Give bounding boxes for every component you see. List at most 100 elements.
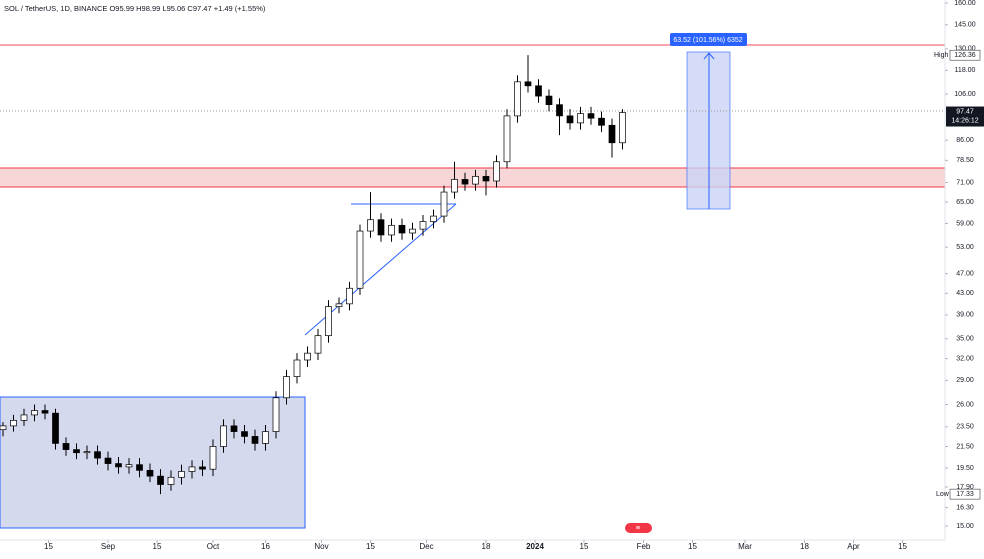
candle-body (535, 85, 542, 97)
candle-body (251, 436, 259, 444)
candle-body (41, 410, 49, 414)
measure-arrowhead (703, 52, 715, 60)
candle-body (304, 352, 311, 361)
y-tick-label: 106.00 (954, 91, 976, 98)
candle-body (524, 81, 532, 87)
candle-body (608, 124, 616, 144)
candle-body (0, 425, 7, 431)
y-tick-label: 43.00 (956, 290, 974, 297)
candle-body (167, 476, 175, 485)
x-tick-label: Mar (738, 542, 752, 551)
candle-body (325, 306, 332, 337)
candle-body (514, 81, 521, 117)
high-value: 126.36 (954, 52, 976, 59)
candle-body (62, 443, 70, 450)
candle-body (440, 191, 448, 217)
candle-body (335, 303, 343, 307)
x-tick-label: Nov (314, 542, 328, 551)
y-tick-label: 86.00 (956, 137, 974, 144)
candle-body (461, 179, 469, 185)
candle-body (314, 335, 322, 354)
y-tick-label: 26.00 (956, 401, 974, 408)
logo: ≋ (625, 523, 652, 533)
candle-body (503, 115, 511, 163)
x-tick-label: 15 (688, 542, 697, 551)
candle-body (115, 463, 122, 468)
candle-body (293, 359, 301, 377)
x-tick-label: 15 (366, 542, 375, 551)
candle-body (356, 230, 364, 289)
current-price: 97.47 (956, 108, 974, 115)
y-tick-label: 118.00 (955, 67, 976, 74)
y-tick-label: 17.90 (956, 484, 974, 491)
accumulation-box (0, 396, 306, 529)
candle-body (283, 376, 290, 399)
x-tick-label: 18 (800, 542, 809, 551)
y-tick-label: 65.00 (956, 199, 974, 206)
current-price-box (946, 106, 984, 127)
candle-body (262, 431, 269, 444)
candle-body (472, 176, 479, 185)
candle-body (451, 179, 458, 193)
y-tick-label: 15.00 (956, 523, 974, 530)
svg-text:≋: ≋ (635, 526, 640, 532)
measure-label: 63.52 (101.56%) 6352 (673, 37, 742, 44)
candle-body (73, 449, 80, 454)
high-box (949, 49, 981, 61)
y-tick-label: 29.00 (956, 377, 974, 384)
y-tick-label: 16.30 (956, 504, 974, 511)
x-tick-label: 18 (482, 542, 491, 551)
x-tick-label: Oct (207, 542, 220, 551)
y-tick-label: 78.50 (956, 157, 974, 164)
y-tick-label: 21.50 (956, 443, 974, 450)
y-tick-label: 32.00 (956, 355, 974, 362)
candle-body (409, 228, 416, 234)
candle-body (367, 219, 374, 232)
candle-body (230, 425, 238, 432)
candle-body (83, 451, 91, 454)
y-tick-label: 23.50 (956, 424, 974, 431)
x-tick-label: Apr (847, 542, 860, 551)
countdown: 14:26:12 (951, 117, 978, 124)
candle-body (125, 464, 133, 468)
candle-body (577, 113, 584, 124)
y-tick-label: 19.50 (956, 465, 974, 472)
x-tick-label: 15 (44, 542, 53, 551)
candle-body (430, 215, 437, 222)
candle-body (587, 113, 595, 119)
candle-body (146, 469, 154, 477)
y-tick-label: 39.00 (956, 312, 974, 319)
low-value: 17.33 (956, 491, 974, 498)
candle-body (178, 471, 185, 478)
candle-body (104, 457, 112, 464)
low-label: Low (936, 491, 950, 498)
x-tick-label: 15 (898, 542, 907, 551)
header: SOL / TetherUS, 1D, BINANCE O95.99 H98.9… (4, 4, 266, 13)
x-tick-label: 2024 (526, 542, 544, 551)
candle-body (482, 176, 490, 182)
candle-body (199, 466, 206, 470)
y-tick-label: 71.00 (956, 179, 974, 186)
x-tick-label: Dec (419, 542, 433, 551)
candle-body (136, 464, 143, 471)
candle-body (493, 161, 500, 182)
candle-body (188, 466, 196, 472)
x-tick-label: Sep (101, 542, 116, 551)
candle-body (377, 219, 385, 236)
x-tick-label: Feb (637, 542, 651, 551)
y-tick-label: 59.00 (956, 220, 974, 227)
candle-body (209, 446, 217, 470)
low-box (949, 488, 981, 500)
candle-body (94, 451, 101, 459)
high-label: High (934, 52, 949, 59)
candle-body (220, 425, 227, 447)
candle-body (10, 419, 17, 427)
candle-body (598, 117, 605, 126)
x-tick-label: 15 (153, 542, 162, 551)
candle-body (346, 287, 353, 305)
y-tick-label: 53.00 (956, 244, 974, 251)
y-tick-label: 130.00 (954, 46, 976, 53)
y-tick-label: 47.00 (956, 271, 974, 278)
y-tick-label: 160.00 (954, 0, 976, 7)
